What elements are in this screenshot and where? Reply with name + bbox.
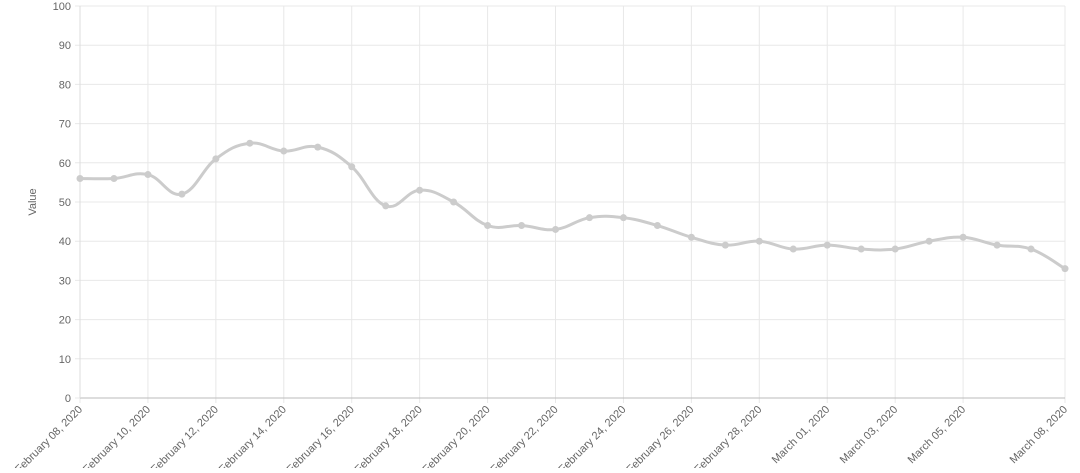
point: [484, 222, 492, 230]
y-tick-label: 70: [59, 119, 71, 131]
y-tick-label: 10: [59, 354, 71, 366]
x-tick-label: February 28, 2020: [692, 404, 764, 468]
point: [348, 163, 356, 171]
x-tick-label: March 03, 2020: [838, 404, 901, 467]
point: [416, 186, 424, 194]
y-tick-label: 60: [59, 158, 71, 170]
point: [450, 198, 458, 206]
point: [959, 233, 967, 241]
point: [993, 241, 1001, 249]
y-tick-label: 90: [59, 40, 71, 52]
point: [857, 245, 865, 253]
y-tick-label: 0: [65, 393, 71, 405]
point: [721, 241, 729, 249]
y-tick-label: 40: [59, 236, 71, 248]
point: [925, 237, 933, 245]
point: [280, 147, 288, 155]
point: [619, 214, 627, 222]
point: [144, 171, 152, 179]
point: [585, 214, 593, 222]
y-axis-label: Value: [27, 188, 39, 215]
line: [79, 141, 1066, 270]
x-tick-label: February 24, 2020: [557, 404, 629, 468]
point: [653, 222, 661, 230]
y-tick-label: 80: [59, 79, 71, 91]
point: [552, 225, 560, 233]
y-tick-label: 20: [59, 315, 71, 327]
x-tick-label: February 16, 2020: [285, 404, 357, 468]
y-tick-label: 100: [53, 1, 71, 13]
point: [1061, 265, 1069, 273]
x-tick-label: March 05, 2020: [906, 404, 969, 467]
x-tick-label: February 14, 2020: [217, 404, 289, 468]
point: [891, 245, 899, 253]
point: [1027, 245, 1035, 253]
point: [823, 241, 831, 249]
x-tick-label: February 26, 2020: [624, 404, 696, 468]
point: [687, 233, 695, 241]
y-tick-label: 30: [59, 275, 71, 287]
x-tick-label: February 20, 2020: [421, 404, 493, 468]
point: [382, 202, 390, 210]
x-tick-label: February 22, 2020: [489, 404, 561, 468]
point: [246, 139, 254, 147]
x-tick-label: February 12, 2020: [149, 404, 221, 468]
y-tick-label: 50: [59, 197, 71, 209]
point: [314, 143, 322, 151]
point: [789, 245, 797, 253]
x-tick-label: March 08, 2020: [1008, 404, 1071, 467]
point: [518, 222, 526, 230]
point: [755, 237, 763, 245]
x-tick-label: March 01, 2020: [770, 404, 833, 467]
point: [178, 190, 186, 198]
x-tick-label: February 18, 2020: [353, 404, 425, 468]
x-tick-label: February 10, 2020: [81, 404, 153, 468]
point: [212, 155, 220, 163]
point: [110, 174, 118, 182]
point: [76, 174, 84, 182]
x-tick-label: February 08, 2020: [13, 404, 85, 468]
